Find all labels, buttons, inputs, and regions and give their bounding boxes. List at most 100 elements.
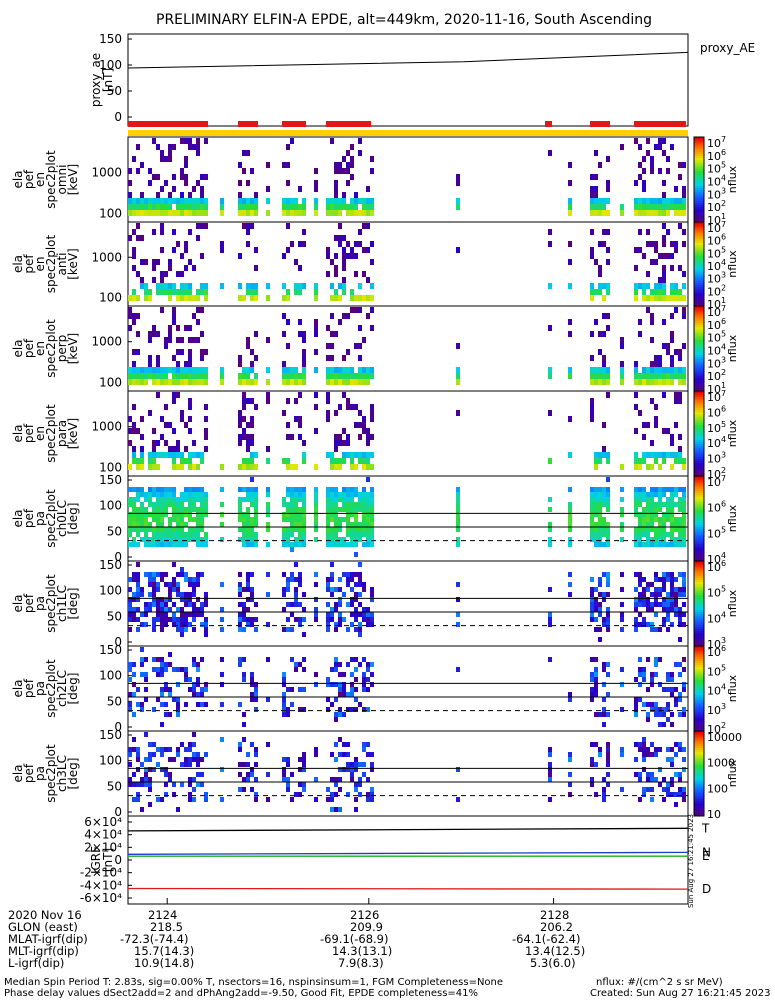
spectrogram-pixel <box>192 587 196 592</box>
spectrogram-pixel <box>180 742 184 747</box>
spectrogram-pixel <box>606 373 610 379</box>
spectrogram-pixel <box>362 587 366 592</box>
spectrogram-pixel <box>362 742 366 747</box>
spectrogram-pixel <box>192 692 196 697</box>
spectrogram-pixel <box>184 283 188 289</box>
spectrogram-pixel <box>294 662 298 667</box>
spectrogram-pixel <box>238 440 242 446</box>
spectrogram-pixel <box>598 602 602 607</box>
spectrogram-pixel <box>650 527 654 532</box>
spectrogram-pixel <box>314 204 318 210</box>
spectrogram-pixel <box>362 210 366 216</box>
spectrogram-pixel <box>666 379 670 385</box>
spectrogram-pixel <box>314 607 318 612</box>
spectrogram-pixel <box>128 782 132 787</box>
spectrogram-pixel <box>176 667 180 672</box>
spectrogram-pixel <box>456 502 460 507</box>
spectrogram-pixel <box>128 512 132 517</box>
spectrogram-pixel <box>294 577 298 582</box>
spectrogram-pixel <box>128 612 132 617</box>
spectrogram-pixel <box>136 577 140 582</box>
spectrogram-pixel <box>662 295 666 301</box>
spectrogram-pixel <box>370 198 374 204</box>
spectrogram-pixel <box>160 198 164 204</box>
spectrogram-pixel <box>456 497 460 502</box>
spectrogram-pixel <box>568 512 572 517</box>
spectrogram-pixel <box>650 259 654 265</box>
spectrogram-pixel <box>200 702 204 707</box>
spectrogram-pixel <box>282 497 286 502</box>
spectrogram-pixel <box>370 434 374 440</box>
spectrogram-pixel <box>370 792 374 797</box>
spectrogram-pixel <box>642 492 646 497</box>
spectrogram-pixel <box>156 144 160 150</box>
spectrogram-pixel <box>140 446 144 452</box>
spectrogram-pixel <box>670 582 674 587</box>
spectrogram-pixel <box>634 247 638 253</box>
spectrogram-pixel <box>302 782 306 787</box>
spectrogram-pixel <box>188 517 192 522</box>
spectrogram-pixel <box>590 210 594 216</box>
spectrogram-pixel <box>242 367 246 373</box>
spectrogram-pixel <box>370 464 374 470</box>
spectrogram-pixel <box>298 507 302 512</box>
spectrogram-pixel <box>342 458 346 464</box>
spectrogram-pixel <box>338 295 342 301</box>
spectrogram-pixel <box>338 241 342 247</box>
spectrogram-pixel <box>606 527 610 532</box>
colorbar-segment <box>694 754 704 757</box>
spectrogram-pixel <box>370 241 374 247</box>
spectrogram-pixel <box>298 392 302 398</box>
spectrogram-pixel <box>678 502 682 507</box>
spectrogram-pixel <box>168 517 172 522</box>
spectrogram-pixel <box>326 612 330 617</box>
spectrogram-pixel <box>662 517 666 522</box>
spectrogram-pixel <box>670 487 674 492</box>
colorbar-segment <box>694 243 704 246</box>
spectrogram-pixel <box>666 452 670 458</box>
spectrogram-pixel <box>184 627 188 632</box>
spectrogram-pixel <box>238 283 242 289</box>
spectrogram-pixel <box>152 198 156 204</box>
spectrogram-pixel <box>334 602 338 607</box>
spectrogram-pixel <box>144 512 148 517</box>
spectrogram-pixel <box>132 404 136 410</box>
spectrogram-pixel <box>156 612 160 617</box>
spectrogram-pixel <box>362 247 366 253</box>
spectrogram-pixel <box>568 772 572 777</box>
spectrogram-pixel <box>658 277 662 283</box>
spectrogram-pixel <box>602 517 606 522</box>
spectrogram-pixel <box>176 582 180 587</box>
spectrogram-pixel <box>366 527 370 532</box>
spectrogram-pixel <box>346 522 350 527</box>
spectrogram-pixel <box>156 210 160 216</box>
colorbar-segment <box>694 779 704 783</box>
spectrogram-pixel <box>266 772 270 777</box>
spectrogram-pixel <box>642 210 646 216</box>
spectrogram-pixel <box>250 223 254 229</box>
spectrogram-pixel <box>674 349 678 355</box>
spectrogram-pixel <box>456 612 460 617</box>
spectrogram-pixel <box>662 512 666 517</box>
spectrogram-pixel <box>156 507 160 512</box>
l-value-3: 5.3(6.0) <box>530 956 576 970</box>
colorbar-tick-label: 103 <box>707 451 726 466</box>
colorbar-title: nflux <box>726 419 739 447</box>
spectrogram-pixel <box>666 210 670 216</box>
spectrogram-pixel <box>642 747 646 752</box>
spectrogram-pixel <box>666 367 670 373</box>
spectrogram-pixel <box>650 772 654 777</box>
spectrogram-pixel <box>254 747 258 752</box>
colorbar-segment <box>694 207 704 210</box>
spectrogram-pixel <box>148 168 152 174</box>
spectrogram-pixel <box>160 597 164 602</box>
spectrogram-pixel <box>350 507 354 512</box>
colorbar-segment <box>694 580 704 583</box>
spectrogram-pixel <box>200 657 204 662</box>
spectrogram-pixel <box>638 682 642 687</box>
spectrogram-pixel <box>456 247 460 253</box>
spectrogram-pixel <box>160 522 164 527</box>
spectrogram-pixel <box>176 627 180 632</box>
spectrogram-pixel <box>654 747 658 752</box>
